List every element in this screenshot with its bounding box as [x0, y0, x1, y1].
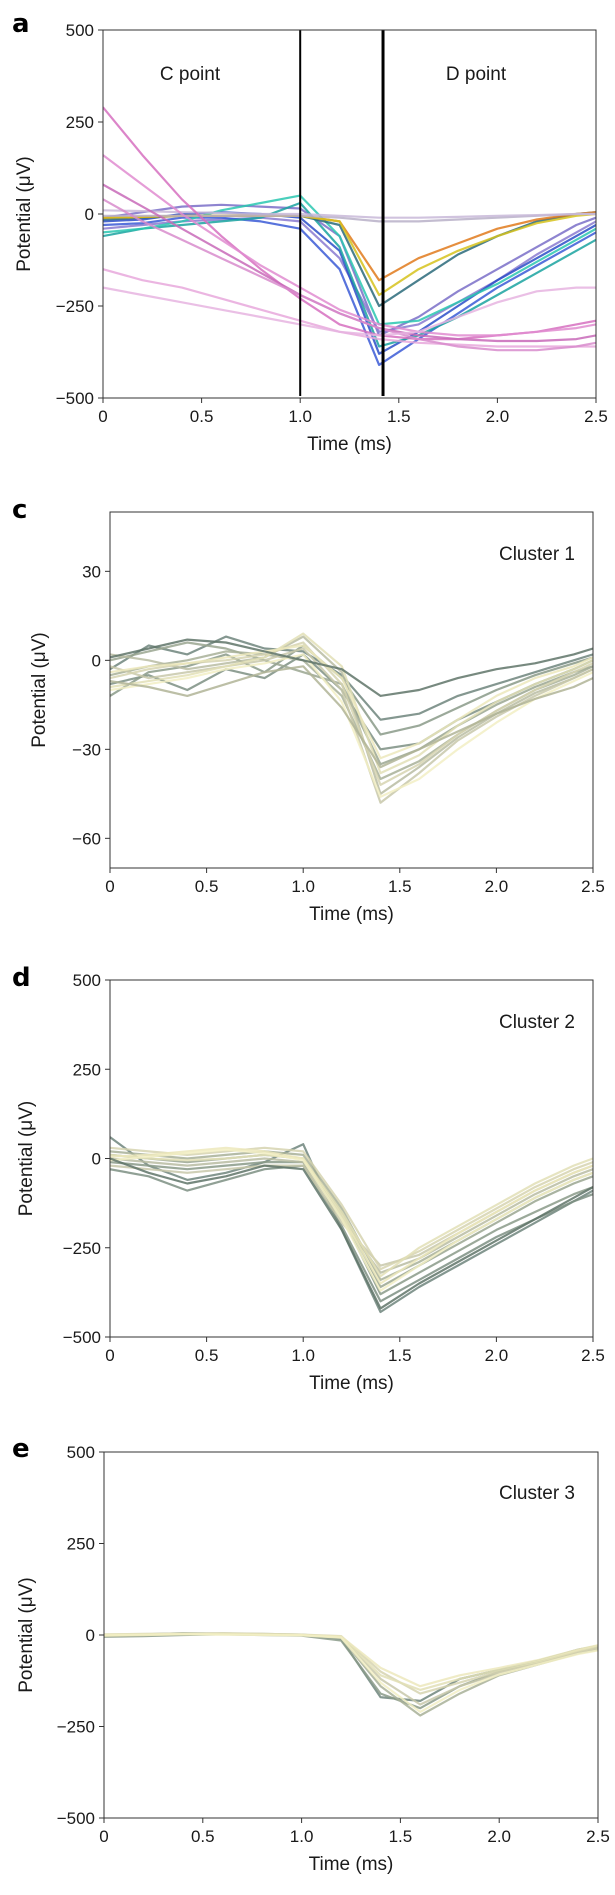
y-tick-label: 30 [82, 562, 101, 581]
plot-frame [109, 511, 594, 869]
series-line-4 [110, 641, 593, 766]
y-tick-label: −30 [72, 740, 101, 759]
x-tick-label: 1.5 [389, 1827, 413, 1846]
series-line-5 [110, 1150, 593, 1282]
x-tick-label: 2.5 [581, 877, 605, 896]
series-line-10 [110, 644, 593, 760]
y-tick-label: −250 [56, 297, 94, 316]
series-line-15 [103, 268, 596, 348]
x-axis-title: Time (ms) [307, 434, 392, 455]
series-line-12 [110, 1157, 593, 1310]
y-tick-label: 250 [73, 1060, 101, 1079]
panel-letter: c [12, 495, 27, 525]
annotation-label: D point [446, 64, 507, 85]
series-line-5 [103, 201, 596, 348]
y-axis-title: Potential (μV) [14, 156, 35, 272]
x-tick-label: 0.5 [195, 877, 219, 896]
series-line-1 [110, 635, 593, 721]
y-tick-label: −500 [57, 1809, 95, 1828]
y-tick-label: 500 [73, 971, 101, 990]
series-line-16 [103, 198, 596, 352]
y-tick-label: 0 [85, 205, 94, 224]
x-tick-label: 1.5 [387, 407, 411, 426]
y-tick-label: 250 [66, 113, 94, 132]
series-line-8 [110, 1146, 593, 1271]
x-tick-label: 0 [105, 877, 114, 896]
y-tick-label: 0 [86, 1626, 95, 1645]
series-line-8 [104, 1633, 598, 1714]
annotation-label: Cluster 2 [499, 1012, 575, 1033]
y-tick-label: 500 [66, 21, 94, 40]
x-tick-label: 2.5 [584, 407, 608, 426]
x-tick-label: 2.5 [586, 1827, 610, 1846]
x-tick-label: 1.5 [388, 877, 412, 896]
x-tick-label: 0.5 [191, 1827, 215, 1846]
panel-a: a 0 0.5 1.0 1.5 2.0 2.5 500 250 0 −250 −500 Time (ms… [12, 9, 608, 455]
y-axis-title: Potential (μV) [16, 1577, 37, 1693]
series-group [104, 1632, 598, 1717]
panel-c: c 0 0.5 1.0 1.5 2.0 2.5 30 0 −30 −60 Time (ms) Poten… [12, 495, 605, 925]
panel-e: e 0 0.5 1.0 1.5 2.0 2.5 500 250 0 −250 −500 Time (ms… [12, 1434, 610, 1875]
series-line-11 [110, 1148, 593, 1292]
series-line-4 [103, 211, 596, 355]
x-tick-label: 1.5 [388, 1346, 412, 1365]
series-group [103, 106, 596, 366]
y-tick-label: 0 [92, 1150, 101, 1169]
x-tick-label: 2.5 [581, 1346, 605, 1365]
series-line-11 [103, 209, 596, 219]
x-tick-label: 0 [105, 1346, 114, 1365]
series-line-17 [103, 286, 596, 337]
series-line-12 [110, 638, 593, 698]
x-tick-label: 0.5 [190, 407, 214, 426]
panel-d: d 0 0.5 1.0 1.5 2.0 2.5 500 250 0 −250 −500 Time (ms… [12, 963, 605, 1394]
series-group [110, 632, 593, 804]
y-tick-label: −60 [72, 829, 101, 848]
series-line-9 [110, 1153, 593, 1278]
annotation-label: Cluster 3 [499, 1483, 575, 1504]
series-line-3 [110, 644, 593, 736]
annotation-label: C point [160, 64, 221, 85]
x-tick-label: 2.0 [486, 407, 510, 426]
y-axis-title: Potential (μV) [29, 632, 50, 748]
series-group [110, 1136, 593, 1314]
panel-letter: d [12, 963, 31, 993]
series-line-10 [110, 1146, 593, 1285]
y-axis-title: Potential (μV) [16, 1101, 37, 1217]
series-line-7 [110, 647, 593, 804]
x-tick-label: 1.0 [291, 877, 315, 896]
series-line-6 [110, 1157, 593, 1274]
x-tick-label: 1.0 [288, 407, 312, 426]
y-tick-label: −500 [63, 1328, 101, 1347]
y-tick-label: −500 [56, 389, 94, 408]
x-axis-title: Time (ms) [309, 904, 394, 925]
y-tick-label: −250 [63, 1239, 101, 1258]
y-tick-label: 250 [67, 1535, 95, 1554]
series-line-13 [103, 154, 596, 337]
panel-letter: e [12, 1434, 30, 1464]
annotation-label: Cluster 1 [499, 544, 575, 565]
y-tick-label: 500 [67, 1443, 95, 1462]
x-tick-label: 2.0 [485, 877, 509, 896]
series-line-11 [110, 653, 593, 798]
series-line-13 [110, 665, 593, 769]
y-tick-label: 0 [92, 651, 101, 670]
x-axis-title: Time (ms) [309, 1854, 394, 1875]
x-tick-label: 0 [98, 407, 107, 426]
y-tick-label: −250 [57, 1718, 95, 1737]
x-tick-label: 1.0 [291, 1346, 315, 1365]
x-tick-label: 1.0 [290, 1827, 314, 1846]
x-tick-label: 0.5 [195, 1346, 219, 1365]
panel-letter: a [12, 9, 30, 39]
x-axis-title: Time (ms) [309, 1373, 394, 1394]
x-tick-label: 0 [99, 1827, 108, 1846]
x-tick-label: 2.0 [485, 1346, 509, 1365]
series-line-7 [104, 1632, 598, 1688]
x-tick-label: 2.0 [487, 1827, 511, 1846]
